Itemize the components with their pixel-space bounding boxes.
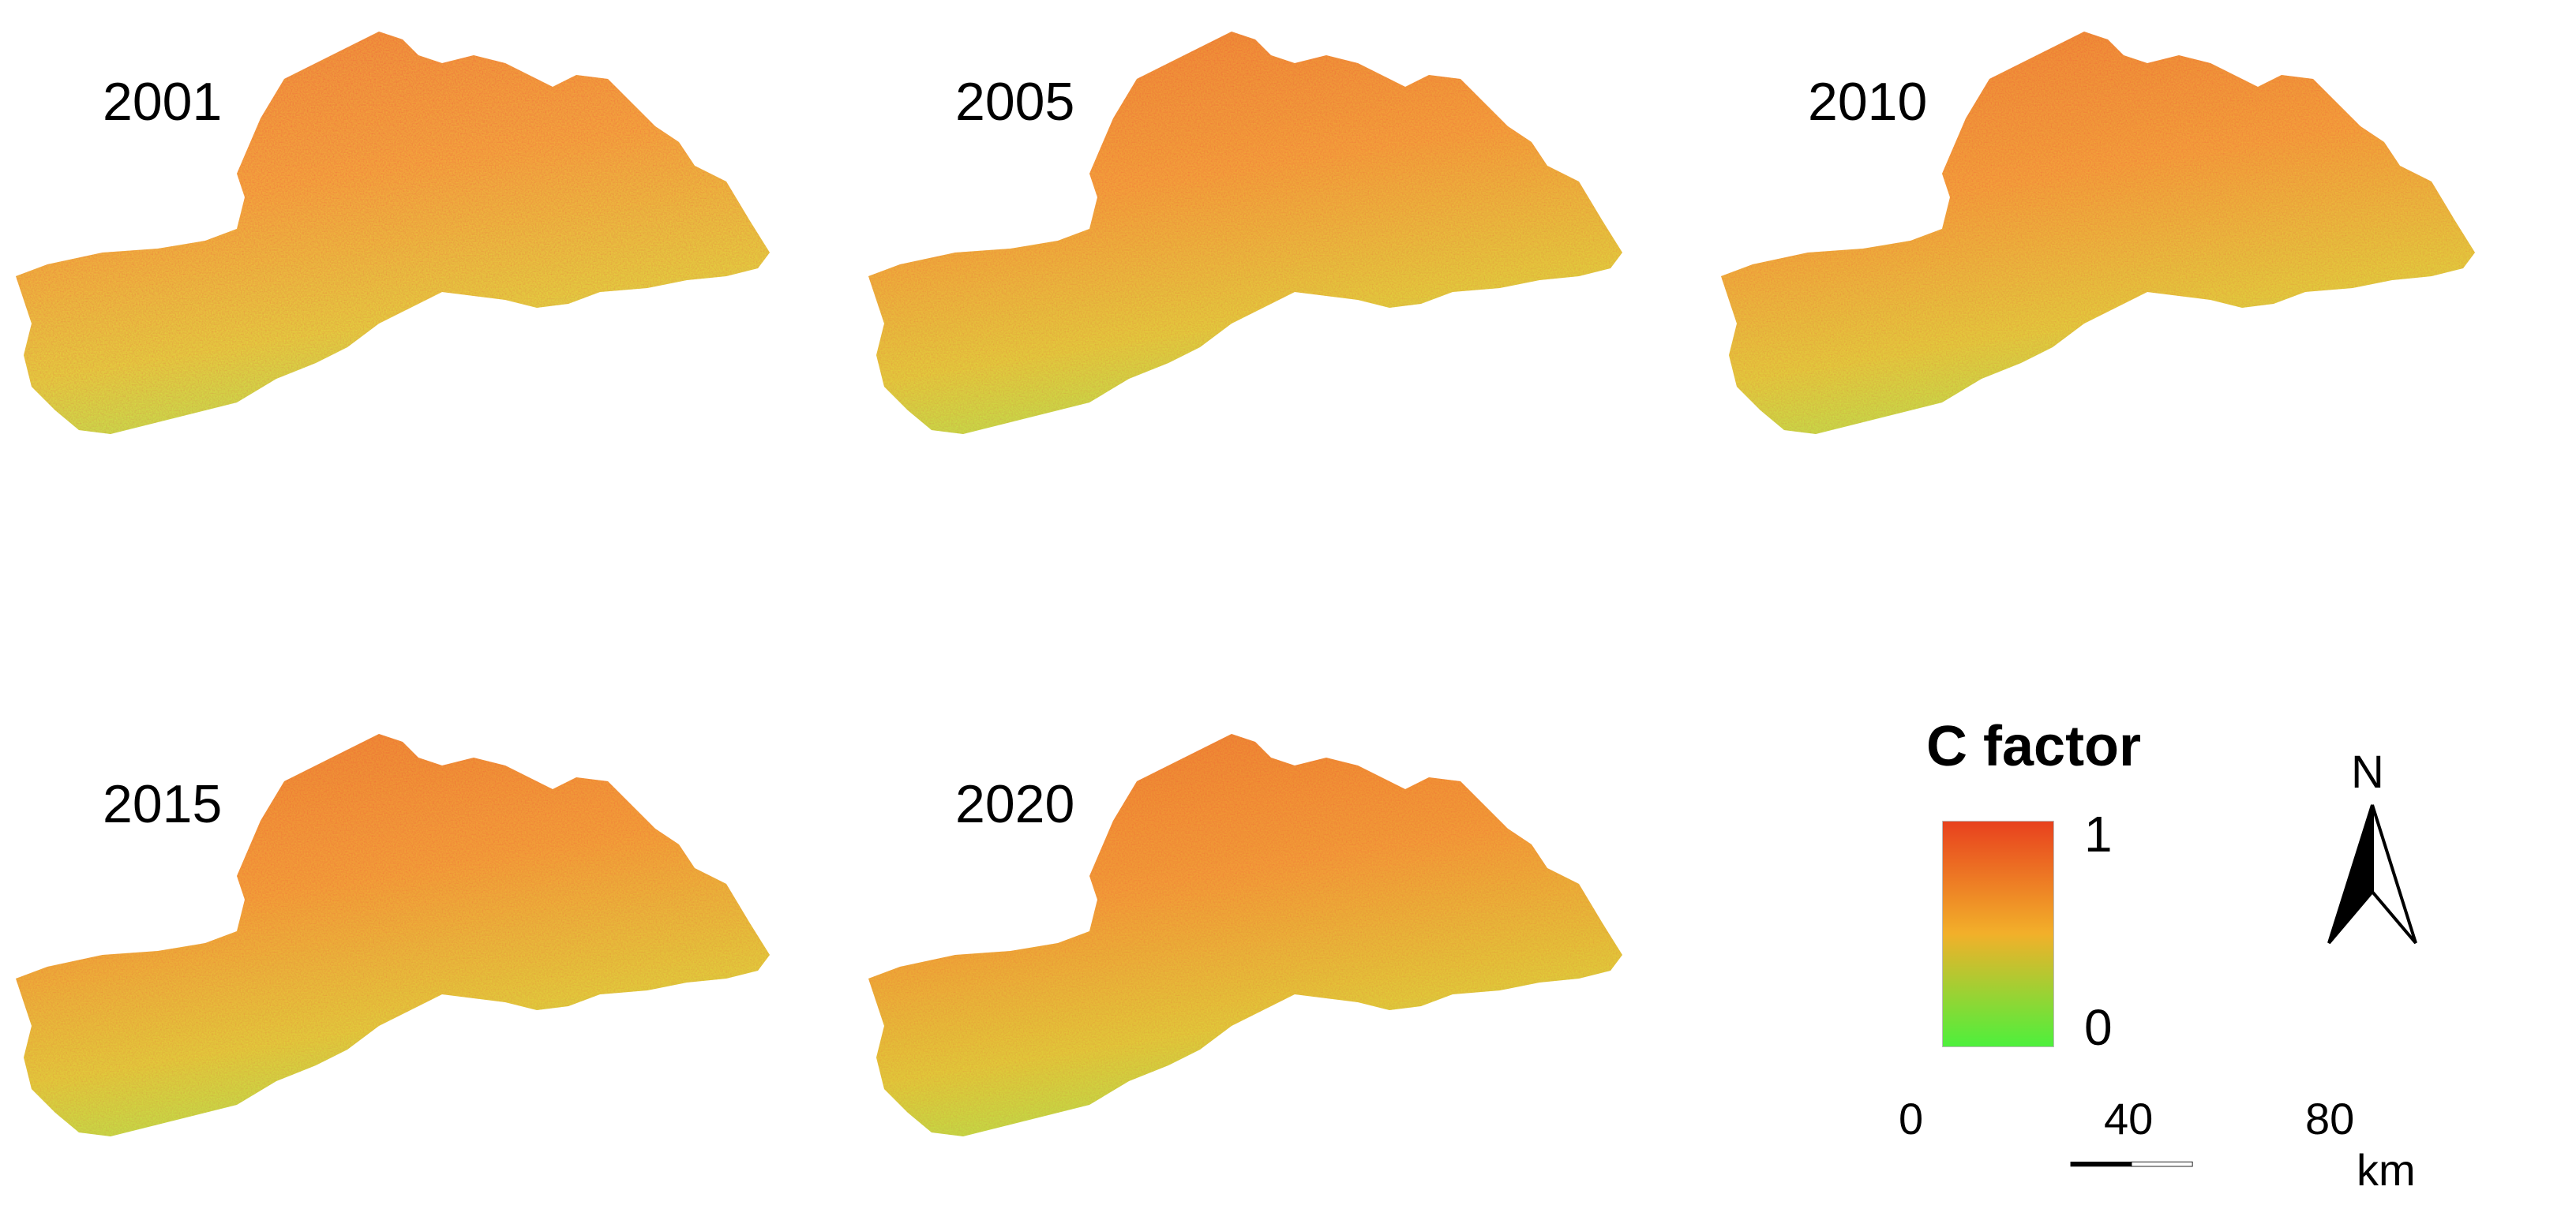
panel-year-label: 2005	[955, 71, 1074, 133]
map-panel-2010: 2010	[1705, 16, 2534, 458]
legend-color-ramp	[1942, 821, 2054, 1047]
panel-year-label: 2020	[955, 773, 1074, 835]
scale-tick-40: 40	[2104, 1093, 2153, 1144]
map-panel-2020: 2020	[853, 718, 1682, 1160]
map-panel-2001: 2001	[0, 16, 829, 458]
scale-tick-0: 0	[1899, 1093, 1923, 1144]
panel-year-label: 2015	[103, 773, 222, 835]
scale-bar	[1910, 1160, 2353, 1192]
panel-year-label: 2010	[1808, 71, 1927, 133]
scale-tick-80: 80	[2305, 1093, 2354, 1144]
map-panel-2015: 2015	[0, 718, 829, 1160]
legend-title: C factor	[1926, 714, 2141, 779]
north-arrow-icon	[2321, 750, 2424, 963]
legend-max-label: 1	[2084, 805, 2113, 863]
legend-min-label: 0	[2084, 998, 2113, 1057]
scale-unit: km	[2357, 1144, 2416, 1196]
map-panel-2005: 2005	[853, 16, 1682, 458]
panel-year-label: 2001	[103, 71, 222, 133]
